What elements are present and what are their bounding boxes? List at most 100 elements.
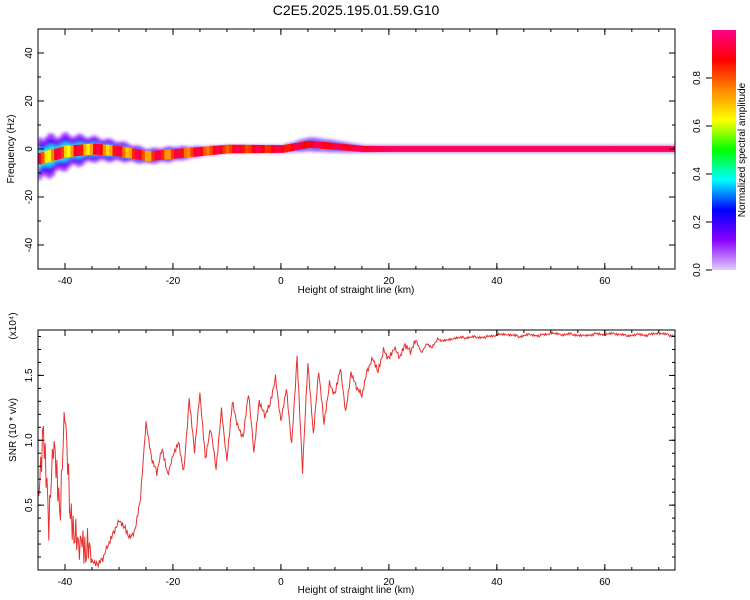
spectrogram-peak-cell — [465, 146, 470, 152]
spectrogram-peak-cell — [546, 146, 551, 152]
spectrogram-peak-cell — [293, 142, 298, 151]
spectrogram-peak-cell — [106, 144, 110, 156]
spectrogram-peak-cell — [391, 146, 395, 152]
spectrogram-y-axis: -40 -20 0 20 40 — [24, 28, 675, 270]
spectrogram-peak-cell — [481, 146, 486, 152]
spectrogram-peak-cell — [54, 148, 59, 161]
spectrogram-peak-cell — [656, 146, 661, 152]
spectrogram-peak-cell — [255, 144, 259, 154]
spectrogram-peak-cell — [501, 146, 506, 152]
snr-panel: -40 -20 0 20 40 60 0.5 1.0 1.5 Height of straig… — [8, 312, 676, 596]
spectrogram-peak-cell — [306, 140, 311, 149]
spectrogram-peak-cell — [543, 146, 548, 152]
spectrogram-peak-cell — [507, 146, 512, 152]
spectrogram-peak-cell — [131, 148, 136, 159]
spectrogram-x-label: Height of straight line (km) — [298, 285, 415, 296]
snr-x-label: Height of straight line (km) — [298, 585, 415, 596]
spectrogram-peak-cell — [70, 145, 75, 157]
spectrogram-peak-cell — [614, 146, 619, 152]
spectrogram-peak-cell — [410, 146, 415, 152]
spectrogram-peak-cell — [245, 144, 250, 154]
spectrogram-peak-cell — [125, 147, 130, 158]
colorbar-gradient — [712, 30, 736, 270]
spectrogram-peak-cell — [154, 150, 159, 161]
spectrogram-peak-cell — [514, 146, 518, 152]
spectrogram-peak-cell — [112, 145, 117, 157]
spectrogram-peak-cell — [497, 146, 502, 152]
spectrogram-peak-cell — [604, 146, 609, 152]
spectrogram-peak-cell — [128, 147, 133, 159]
spectrogram-peak-cell — [494, 146, 499, 152]
spectrogram-ytick-label: 20 — [24, 95, 35, 107]
spectrogram-peak-cell — [342, 143, 347, 151]
snr-x-axis: -40 -20 0 20 40 60 — [37, 330, 660, 588]
spectrogram-peak-cell — [44, 151, 49, 163]
spectrogram-peak-cell — [653, 146, 658, 152]
spectrogram-peak-cell — [115, 145, 120, 157]
spectrogram-peak-cell — [122, 146, 127, 158]
spectrogram-peak-cell — [297, 142, 301, 150]
colorbar-tick-label: 0.6 — [692, 119, 703, 133]
spectrogram-peak-cell — [650, 146, 655, 152]
spectrogram-peak-cell — [627, 146, 632, 152]
spectrogram-peak-cell — [339, 143, 344, 151]
spectrogram-peak-cell — [585, 146, 590, 152]
spectrogram-peak-cell — [144, 150, 149, 162]
spectrogram-peak-cell — [633, 146, 638, 152]
spectrogram-panel: -40 -20 0 20 40 60 -40 -20 0 20 40 Height of stra… — [6, 28, 676, 296]
spectrogram-ytick-label: 0 — [24, 146, 35, 152]
spectrogram-peak-cell — [549, 146, 554, 152]
spectrogram-xtick-label: 40 — [491, 276, 503, 287]
snr-xtick-label: 40 — [491, 577, 503, 588]
spectrogram-peak-cell — [404, 146, 408, 152]
spectrogram-peak-cell — [83, 144, 88, 156]
spectrogram-peak-cell — [219, 145, 224, 155]
spectrogram-peak-cell — [80, 144, 84, 156]
spectrogram-peak-cell — [478, 146, 483, 152]
spectrogram-y-label: Frequency (Hz) — [6, 115, 17, 184]
spectrogram-peak-cell — [183, 148, 188, 158]
spectrogram-peak-cell — [643, 146, 648, 152]
snr-ytick-label: 0.5 — [24, 498, 35, 512]
spectrogram-peak-cell — [374, 145, 379, 153]
spectrogram-peak-cell — [436, 146, 441, 152]
spectrogram-peak-cell — [355, 145, 360, 152]
spectrogram-peak-cell — [345, 144, 350, 151]
snr-xtick-label: 0 — [278, 577, 284, 588]
spectrogram-peak-cell — [452, 146, 457, 152]
spectrogram-peak-cell — [540, 146, 544, 152]
spectrogram-peak-cell — [646, 146, 651, 152]
spectrogram-peak-cell — [216, 145, 220, 155]
spectrogram-peak-cell — [167, 149, 172, 160]
spectrogram-peak-cell — [303, 141, 308, 149]
spectrogram-peak-cell — [637, 146, 642, 152]
snr-ytick-label: 1.5 — [24, 368, 35, 382]
colorbar-label: Normalized spectral amplitude — [737, 82, 748, 217]
spectrogram-peak-cell — [582, 146, 586, 152]
spectrogram-peak-cell — [578, 146, 583, 152]
spectrogram-peak-cell — [57, 147, 62, 160]
spectrogram-peak-cell — [319, 141, 324, 149]
spectrogram-peak-cell — [196, 147, 201, 157]
spectrogram-peak-cell — [420, 146, 425, 152]
spectrogram-peak-cell — [611, 146, 616, 152]
spectrogram-xtick-label: -40 — [58, 276, 73, 287]
colorbar-tick-label: 0.8 — [692, 71, 703, 85]
spectrogram-peak-cell — [277, 145, 282, 153]
colorbar-ticks: 0.0 0.2 0.4 0.6 0.8 — [692, 71, 712, 277]
spectrogram-peak-cell — [47, 150, 52, 162]
spectrogram-peak-cell — [659, 146, 664, 152]
spectrogram-peak-cell — [387, 146, 392, 152]
spectrogram-peak-cell — [517, 146, 522, 152]
spectrogram-peak-cell — [407, 146, 412, 152]
spectrogram-peak-cell — [316, 141, 321, 149]
spectrogram-peak-cell — [439, 146, 444, 152]
spectrogram-peak-cell — [523, 146, 528, 152]
spectrogram-peak-cell — [552, 146, 557, 152]
snr-y-axis: 0.5 1.0 1.5 — [24, 335, 675, 571]
spectrogram-peak-cell — [41, 151, 46, 164]
spectrogram-peak-cell — [588, 146, 593, 152]
spectrogram-peak-cell — [86, 143, 91, 156]
spectrogram-peak-cell — [384, 146, 389, 152]
spectrogram-peak-cell — [358, 145, 363, 152]
